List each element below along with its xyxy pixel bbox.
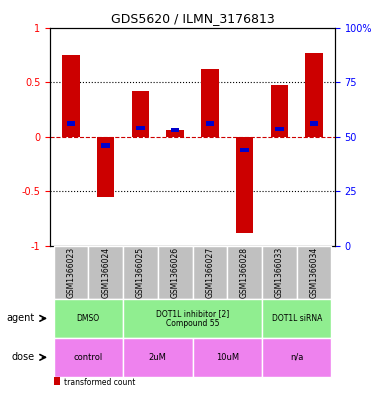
FancyBboxPatch shape [192, 338, 262, 377]
Text: n/a: n/a [290, 353, 303, 362]
Bar [201, 69, 219, 137]
FancyBboxPatch shape [262, 338, 331, 377]
Text: GSM1366025: GSM1366025 [136, 247, 145, 298]
Text: DOT1L inhibitor [2]
Compound 55: DOT1L inhibitor [2] Compound 55 [156, 309, 229, 328]
Bar [240, 148, 249, 152]
Bar [275, 127, 284, 131]
Bar [62, 55, 80, 137]
Bar [101, 143, 110, 148]
Bar [132, 91, 149, 137]
FancyBboxPatch shape [262, 246, 297, 299]
Text: GSM1366028: GSM1366028 [240, 247, 249, 298]
Text: DOT1L siRNA: DOT1L siRNA [271, 314, 322, 323]
FancyBboxPatch shape [158, 246, 192, 299]
FancyBboxPatch shape [262, 299, 331, 338]
Bar [206, 121, 214, 126]
Bar [136, 126, 145, 130]
FancyBboxPatch shape [227, 246, 262, 299]
Text: GSM1366023: GSM1366023 [66, 247, 75, 298]
FancyBboxPatch shape [123, 299, 262, 338]
Text: GSM1366024: GSM1366024 [101, 247, 110, 298]
Bar [166, 130, 184, 137]
FancyBboxPatch shape [123, 338, 192, 377]
FancyBboxPatch shape [192, 246, 227, 299]
Text: control: control [74, 353, 103, 362]
Text: 2uM: 2uM [149, 353, 167, 362]
FancyBboxPatch shape [123, 246, 158, 299]
Bar [54, 377, 60, 387]
Text: agent: agent [6, 313, 34, 323]
Bar [236, 137, 253, 233]
Bar [171, 128, 179, 132]
FancyBboxPatch shape [88, 246, 123, 299]
Title: GDS5620 / ILMN_3176813: GDS5620 / ILMN_3176813 [110, 12, 275, 25]
Text: 10uM: 10uM [216, 353, 239, 362]
FancyBboxPatch shape [297, 246, 331, 299]
Bar [310, 121, 318, 126]
FancyBboxPatch shape [54, 246, 88, 299]
Bar [97, 137, 114, 197]
Bar [67, 121, 75, 126]
Text: GSM1366033: GSM1366033 [275, 247, 284, 298]
Text: dose: dose [11, 352, 34, 362]
Bar [271, 85, 288, 137]
Text: GSM1366027: GSM1366027 [205, 247, 214, 298]
Text: DMSO: DMSO [77, 314, 100, 323]
Bar [305, 53, 323, 137]
Text: transformed count: transformed count [64, 378, 135, 387]
Text: GSM1366034: GSM1366034 [310, 247, 319, 298]
Text: GSM1366026: GSM1366026 [171, 247, 180, 298]
FancyBboxPatch shape [54, 338, 123, 377]
FancyBboxPatch shape [54, 299, 123, 338]
